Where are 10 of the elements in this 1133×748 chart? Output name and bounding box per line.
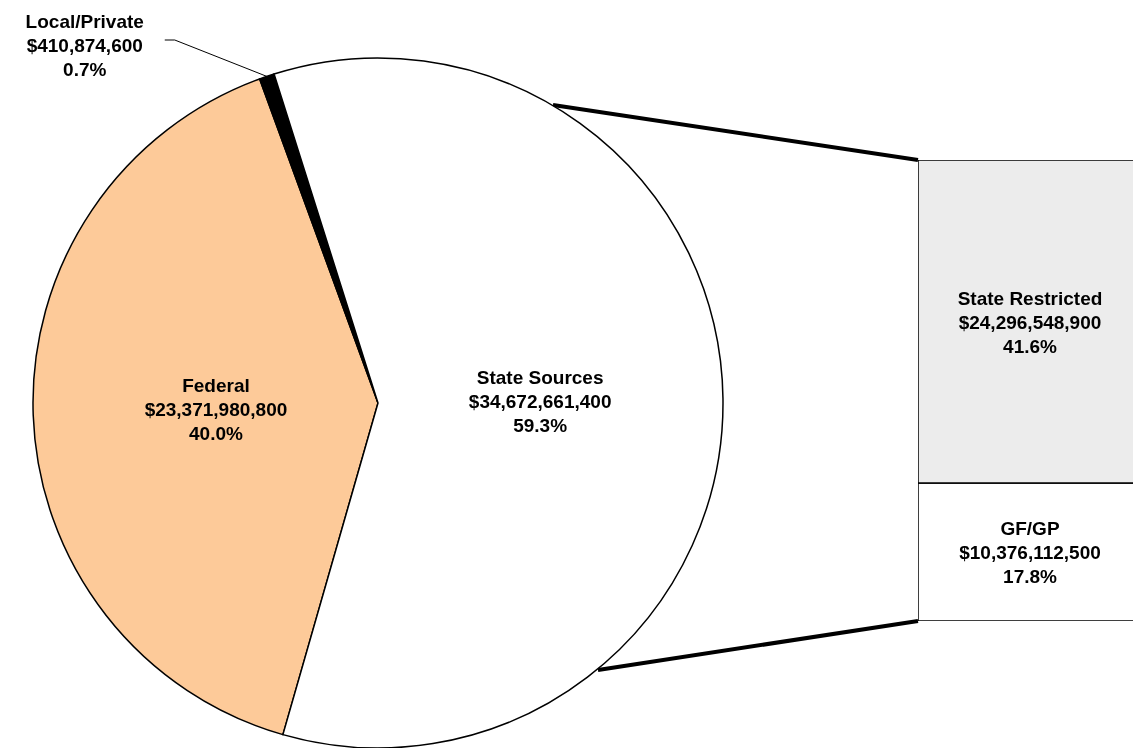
data-label: $34,672,661,400 59.3% bbox=[468, 390, 612, 436]
series-label: GF/GP bbox=[1000, 517, 1060, 539]
series-label: State Restricted bbox=[957, 287, 1103, 309]
slice-label: Local/Private bbox=[25, 10, 144, 32]
data-label: $10,376,112,500 17.8% bbox=[959, 541, 1101, 587]
slice-label: Federal bbox=[182, 374, 250, 396]
slice-label: State Sources bbox=[476, 366, 604, 388]
data-label: $410,874,600 0.7% bbox=[26, 34, 143, 80]
data-label: $24,296,548,900 41.6% bbox=[958, 311, 1102, 357]
data-label: $23,371,980,800 40.0% bbox=[144, 398, 288, 444]
